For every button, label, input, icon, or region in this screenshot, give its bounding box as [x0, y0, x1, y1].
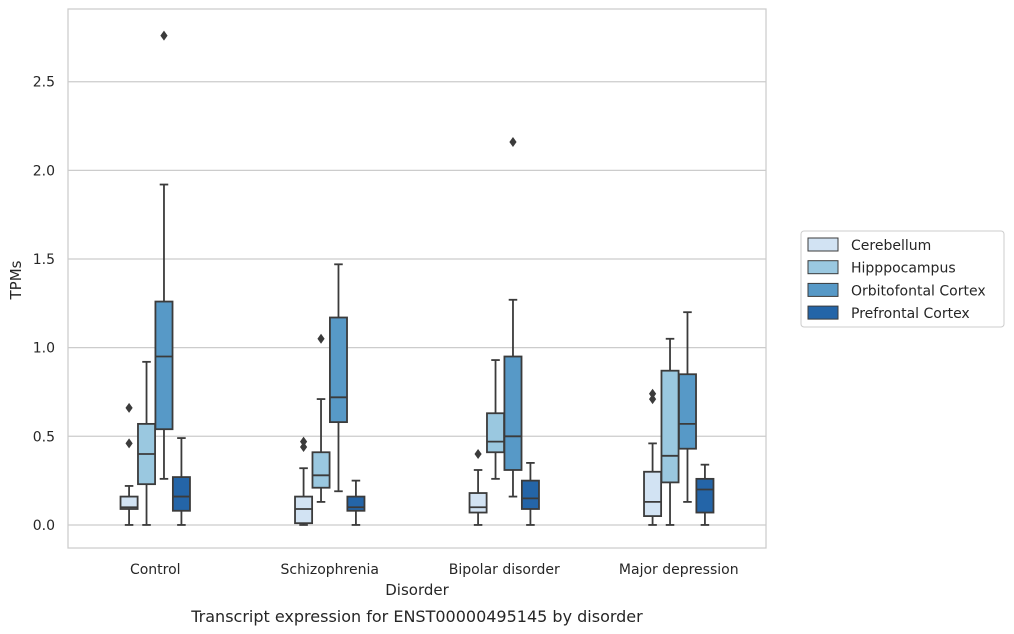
legend-item-hipppocampus: Hipppocampus: [807, 260, 956, 277]
box-body: [119, 495, 139, 510]
box-marks: [119, 30, 715, 526]
box-body: [486, 412, 505, 454]
outlier-point: [474, 449, 482, 460]
legend-swatch: [807, 282, 839, 297]
box-cerebellum: [294, 436, 314, 526]
box-hipppocampus: [660, 337, 680, 526]
x-tick-label: Schizophrenia: [281, 562, 379, 578]
box-orbitofontal-cortex: [329, 263, 348, 493]
box-body: [503, 355, 523, 471]
outlier-point: [648, 388, 657, 399]
y-tick-label: 1.5: [33, 252, 55, 268]
legend-swatch: [807, 237, 839, 252]
box-body: [154, 300, 174, 431]
outlier-point: [299, 441, 308, 452]
box-prefrontal-cortex: [520, 461, 540, 526]
plot-area-frame: [67, 8, 767, 549]
legend-label: Orbitofontal Cortex: [851, 283, 986, 299]
y-tick-label: 2.5: [33, 75, 55, 91]
legend-item-cerebellum: Cerebellum: [807, 237, 931, 254]
x-tick-label: Major depression: [619, 562, 739, 578]
legend-frame: [800, 230, 1005, 328]
y-tick-labels: 0.0 0.5 1.0 1.5 2.0 2.5: [33, 75, 55, 534]
box-orbitofontal-cortex: [154, 30, 174, 480]
box-body: [346, 495, 366, 512]
box-orbitofontal-cortex: [678, 311, 697, 503]
x-tick-label: Bipolar disorder: [449, 562, 560, 578]
outlier-point: [648, 394, 657, 405]
box-prefrontal-cortex: [695, 463, 715, 526]
outlier-point: [317, 333, 325, 344]
legend-item-orbitofontal-cortex: Orbitofontal Cortex: [807, 282, 986, 299]
box-hipppocampus: [311, 333, 331, 503]
chart-caption: Transcript expression for ENST0000049514…: [190, 607, 643, 626]
box-cerebellum: [119, 402, 139, 526]
x-axis-label: Disorder: [385, 581, 449, 599]
box-body: [329, 316, 348, 424]
box-body: [311, 451, 331, 489]
outlier-point: [509, 136, 517, 147]
box-body: [660, 369, 680, 484]
legend-swatch: [807, 260, 839, 275]
outlier-point: [299, 436, 308, 447]
box-hipppocampus: [486, 359, 505, 480]
legend: Cerebellum Hipppocampus Orbitofontal Corte…: [800, 230, 1005, 328]
y-tick-label: 0.0: [33, 518, 55, 534]
box-prefrontal-cortex: [346, 479, 366, 526]
y-axis-label: TPMs: [7, 260, 25, 300]
legend-swatch: [807, 305, 839, 320]
legend-item-prefrontal-cortex: Prefrontal Cortex: [807, 305, 970, 322]
box-prefrontal-cortex: [171, 437, 191, 526]
box-body: [171, 476, 191, 512]
box-body: [695, 477, 715, 514]
legend-label: Cerebellum: [851, 238, 931, 254]
box-orbitofontal-cortex: [503, 136, 523, 498]
box-cerebellum: [643, 388, 663, 526]
y-tick-label: 0.5: [33, 429, 55, 445]
box-body: [643, 470, 663, 517]
legend-label: Prefrontal Cortex: [851, 306, 970, 322]
outlier-point: [160, 30, 168, 41]
x-tick-label: Control: [130, 562, 181, 578]
box-body: [520, 479, 540, 510]
box-body: [468, 492, 488, 514]
outlier-point: [125, 438, 133, 449]
box-hipppocampus: [137, 360, 156, 526]
x-tick-labels: Control Schizophrenia Bipolar disorder Majo…: [130, 562, 739, 578]
y-tick-label: 1.0: [33, 341, 55, 357]
box-body: [678, 373, 697, 450]
legend-label: Hipppocampus: [851, 261, 956, 277]
outlier-point: [125, 402, 133, 413]
box-cerebellum: [468, 449, 488, 526]
y-tick-label: 2.0: [33, 163, 55, 179]
